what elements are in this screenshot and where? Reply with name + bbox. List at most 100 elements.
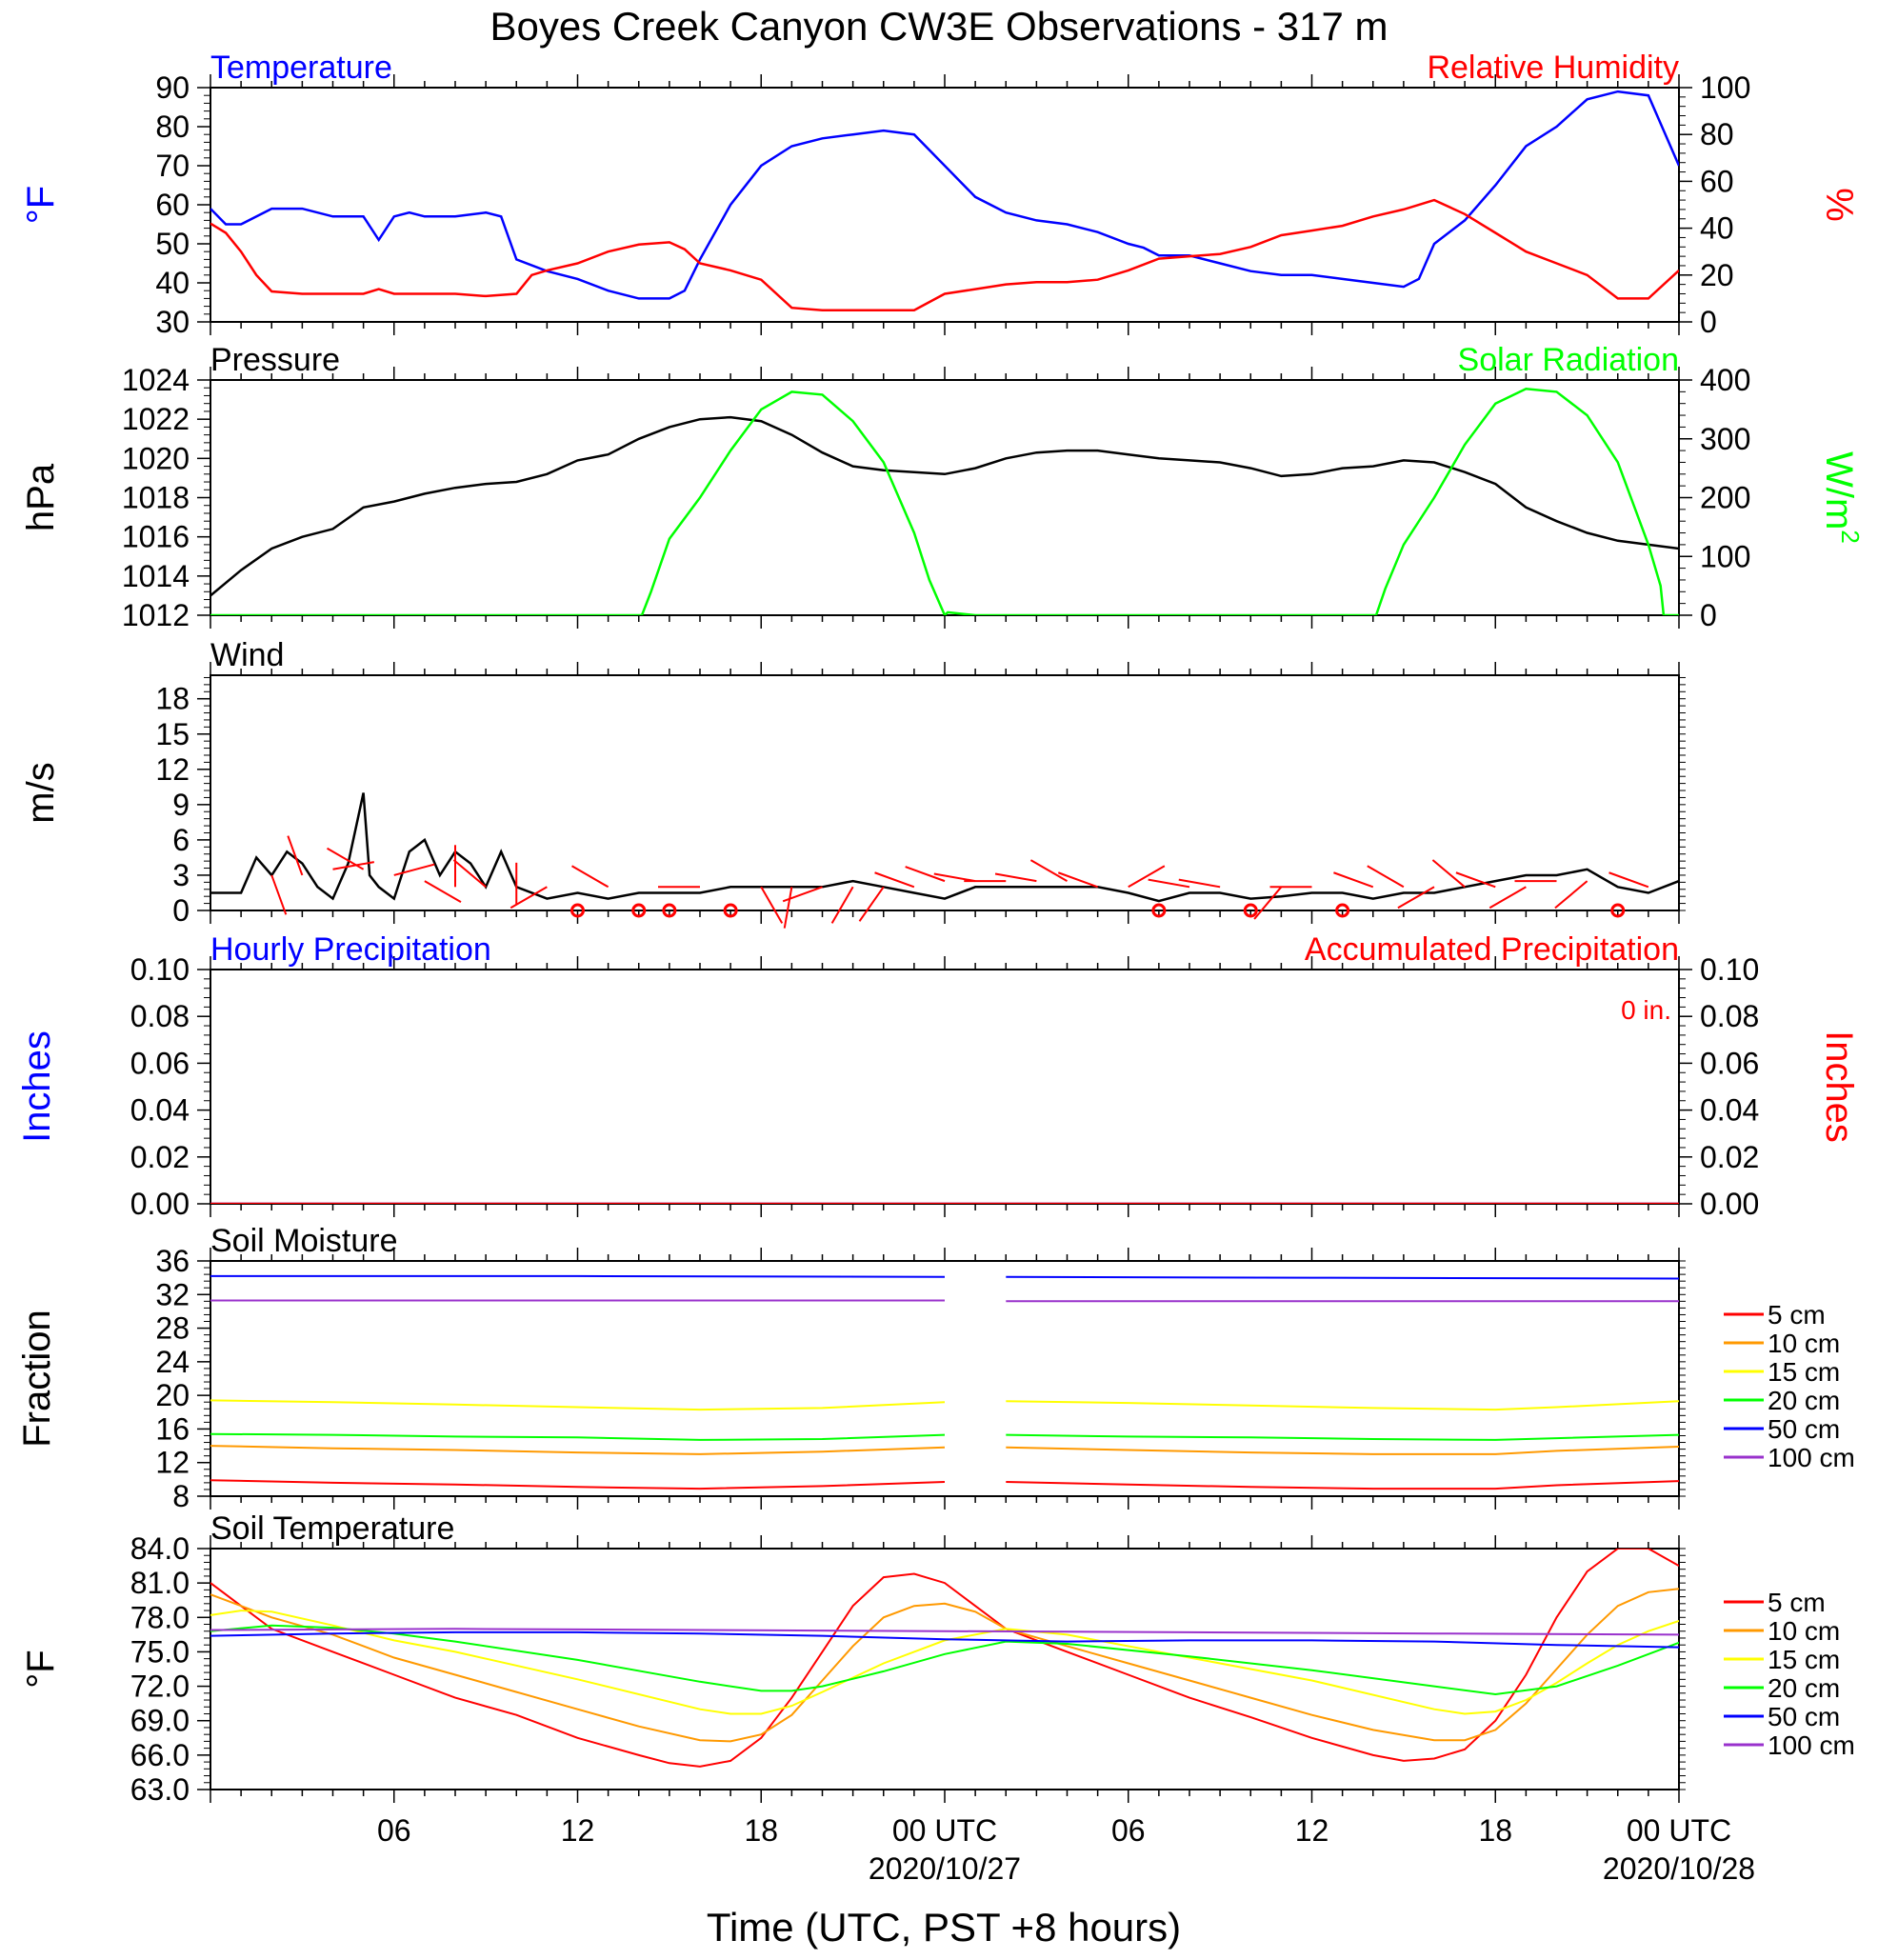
- y-tick-label: 66.0: [130, 1738, 190, 1772]
- x-date-label: 2020/10/28: [1603, 1851, 1755, 1886]
- y2-tick-label: 0.00: [1700, 1187, 1759, 1221]
- y-tick-label: 1018: [122, 481, 190, 515]
- x-tick-label: 18: [1478, 1813, 1512, 1848]
- y2-axis-unit: %: [1818, 188, 1860, 222]
- wind-barb-calm: [662, 903, 677, 918]
- series-line-1: [210, 198, 1679, 311]
- y-tick-label: 78.0: [130, 1600, 190, 1634]
- panel-title-right: Relative Humidity: [1427, 50, 1679, 86]
- wind-barb: [1253, 886, 1283, 920]
- series-line-5cm: [1006, 1480, 1679, 1490]
- series-group: [210, 388, 1679, 615]
- y-tick-label: 15: [155, 717, 190, 751]
- legend-label: 15 cm: [1768, 1645, 1840, 1674]
- y-tick-label: 50: [155, 227, 190, 261]
- wind-barb: [1608, 871, 1649, 889]
- y-tick-label: 70: [155, 149, 190, 183]
- wind-barb: [1029, 859, 1069, 882]
- series-group: [210, 90, 1679, 311]
- wind-barb: [905, 866, 946, 883]
- y2-tick-label: 400: [1700, 363, 1750, 397]
- y-tick-label: 1020: [122, 441, 190, 475]
- legend-label: 10 cm: [1768, 1616, 1840, 1646]
- x-tick-label: 12: [1295, 1813, 1329, 1848]
- series-line-20cm: [210, 1624, 1679, 1696]
- x-date-label: 2020/10/27: [869, 1851, 1021, 1886]
- y-tick-label: 72.0: [130, 1670, 190, 1704]
- series-line-1: [210, 388, 1679, 615]
- panel-5: 63.066.069.072.075.078.081.084.0 Soil Tem…: [20, 1510, 1855, 1807]
- y-axis-unit: °F: [20, 186, 62, 224]
- y-tick-label: 0.00: [130, 1187, 190, 1221]
- y-tick-label: 6: [172, 823, 190, 857]
- x-tick-label: 12: [561, 1813, 595, 1848]
- y-tick-label: 9: [172, 788, 190, 822]
- y-tick-label: 1014: [122, 559, 190, 593]
- panel-0: 30 40 50 60 70 80 90 0 20 40 60 80 100 Temperature Rel…: [20, 50, 1860, 339]
- series-group: [210, 1274, 1679, 1490]
- series-line-10cm: [210, 1588, 1679, 1743]
- wind-barb: [1455, 871, 1496, 889]
- wind-barb: [270, 874, 288, 915]
- wind-barb: [327, 847, 365, 870]
- wind-barb: [933, 872, 976, 883]
- legend-label: 10 cm: [1768, 1329, 1840, 1358]
- y-tick-label: 0.06: [130, 1046, 190, 1080]
- series-line-0: [210, 90, 1679, 300]
- y2-tick-label: 0.06: [1700, 1046, 1759, 1080]
- legend-label: 15 cm: [1768, 1357, 1840, 1387]
- panel-title-left: Soil Moisture: [210, 1223, 398, 1259]
- x-tick-label: 18: [744, 1813, 778, 1848]
- series-line-0: [210, 415, 1679, 597]
- wind-barb: [1128, 865, 1166, 889]
- wind-barb: [1397, 886, 1435, 910]
- plot-frame: [210, 379, 1680, 616]
- wind-barb: [1488, 886, 1527, 910]
- y-tick-label: 16: [155, 1411, 190, 1446]
- x-tick-label: 06: [377, 1813, 411, 1848]
- y-axis-unit: Inches: [16, 1030, 58, 1143]
- y2-tick-label: 100: [1700, 70, 1750, 105]
- series-line-15cm: [1006, 1400, 1679, 1411]
- y-tick-label: 0.10: [130, 952, 190, 987]
- y-tick-label: 24: [155, 1345, 190, 1379]
- x-tick-label: 00 UTC: [892, 1813, 997, 1848]
- y2-axis-unit: W/m2: [1818, 451, 1865, 544]
- wind-barb-calm: [1151, 903, 1167, 918]
- y-tick-label: 75.0: [130, 1634, 190, 1669]
- wind-barb: [994, 872, 1037, 883]
- y2-tick-label: 0.08: [1700, 999, 1759, 1033]
- y-tick-label: 3: [172, 858, 190, 892]
- series-line-50cm: [210, 1274, 946, 1278]
- wind-barb: [424, 880, 462, 903]
- plot-frame: [210, 969, 1680, 1205]
- y2-tick-label: 300: [1700, 422, 1750, 456]
- wind-barb-calm: [723, 903, 738, 918]
- wind-barb: [858, 886, 885, 922]
- y-tick-label: 1024: [122, 363, 190, 397]
- wind-barb: [1367, 865, 1405, 889]
- y-axis-unit: °F: [20, 1650, 62, 1688]
- wind-barb: [1431, 859, 1466, 889]
- wind-barb: [1333, 871, 1374, 889]
- y2-tick-label: 20: [1700, 258, 1734, 292]
- panel-title-right: Accumulated Precipitation: [1305, 931, 1679, 968]
- series-line-50cm: [1006, 1275, 1679, 1280]
- y-tick-label: 60: [155, 188, 190, 222]
- y-tick-label: 80: [155, 110, 190, 144]
- y2-tick-label: 200: [1700, 481, 1750, 515]
- y2-tick-label: 80: [1700, 117, 1734, 151]
- series-line-15cm: [210, 1399, 946, 1411]
- legend-label: 20 cm: [1768, 1673, 1840, 1703]
- wind-barb-calm: [1243, 903, 1258, 918]
- series-line-100cm: [210, 1628, 1679, 1636]
- y-tick-label: 63.0: [130, 1772, 190, 1807]
- panel-title-right: Solar Radiation: [1458, 342, 1679, 378]
- wind-barb: [287, 835, 304, 876]
- y-tick-label: 81.0: [130, 1566, 190, 1600]
- y-tick-label: 12: [155, 1446, 190, 1480]
- series-line-15cm: [210, 1610, 1679, 1715]
